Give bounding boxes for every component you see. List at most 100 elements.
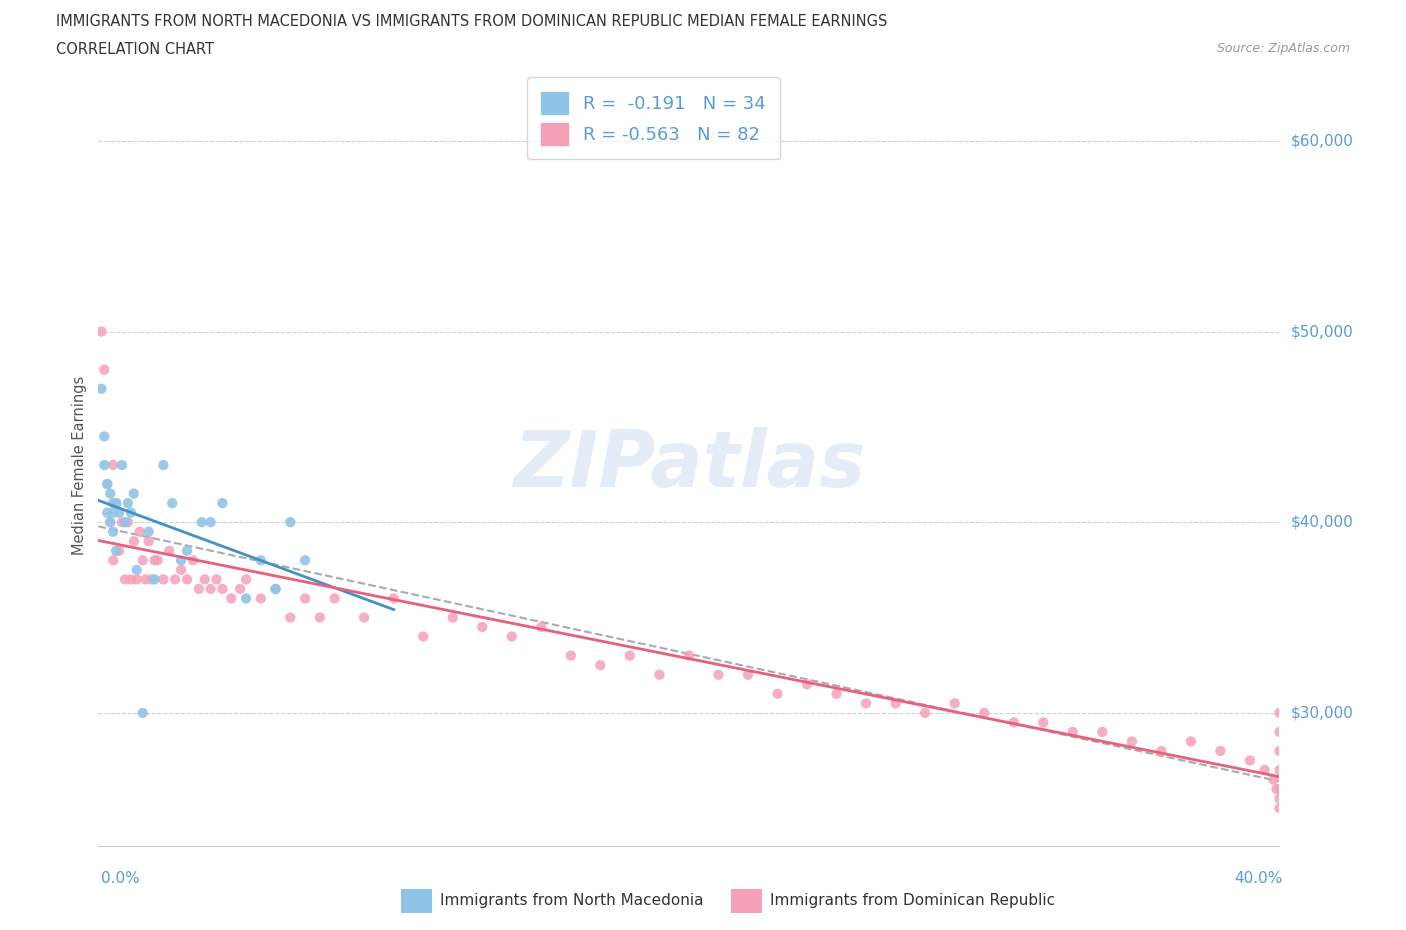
Point	[111, 458, 134, 472]
Point	[141, 572, 163, 587]
Point	[181, 552, 204, 567]
Point	[211, 581, 233, 596]
Point	[280, 610, 302, 625]
Text: $40,000: $40,000	[1291, 514, 1354, 530]
Point	[122, 534, 145, 549]
Point	[211, 496, 233, 511]
Point	[280, 515, 302, 530]
Point	[1062, 724, 1084, 739]
Legend: R =  -0.191   N = 34, R = -0.563   N = 82: R = -0.191 N = 34, R = -0.563 N = 82	[527, 77, 780, 159]
Text: Source: ZipAtlas.com: Source: ZipAtlas.com	[1216, 42, 1350, 55]
Text: $60,000: $60,000	[1291, 133, 1354, 149]
Point	[103, 496, 125, 511]
Point	[1239, 753, 1261, 768]
Point	[884, 696, 907, 711]
Point	[120, 572, 142, 587]
Text: IMMIGRANTS FROM NORTH MACEDONIA VS IMMIGRANTS FROM DOMINICAN REPUBLIC MEDIAN FEM: IMMIGRANTS FROM NORTH MACEDONIA VS IMMIG…	[56, 14, 887, 29]
Point	[96, 476, 118, 491]
Point	[235, 591, 257, 606]
Point	[250, 552, 273, 567]
Point	[294, 552, 316, 567]
Point	[589, 658, 612, 672]
Point	[200, 515, 222, 530]
Text: 0.0%: 0.0%	[101, 871, 141, 886]
Point	[1254, 763, 1277, 777]
Point	[108, 543, 131, 558]
Point	[105, 496, 128, 511]
Point	[98, 515, 121, 530]
Point	[1268, 744, 1291, 759]
Point	[105, 496, 128, 511]
Text: CORRELATION CHART: CORRELATION CHART	[56, 42, 214, 57]
Point	[191, 515, 214, 530]
Point	[138, 534, 160, 549]
Point	[103, 458, 125, 472]
Point	[146, 552, 169, 567]
Point	[264, 581, 287, 596]
Point	[135, 572, 157, 587]
Point	[96, 505, 118, 520]
Point	[90, 325, 112, 339]
Point	[1268, 706, 1291, 721]
Point	[98, 515, 121, 530]
Point	[93, 458, 115, 472]
Point	[111, 515, 134, 530]
Point	[943, 696, 966, 711]
Point	[264, 581, 287, 596]
Point	[1002, 715, 1025, 730]
Point	[1265, 781, 1288, 796]
Point	[96, 476, 118, 491]
Point	[973, 706, 995, 721]
Point	[221, 591, 243, 606]
Point	[170, 552, 193, 567]
Point	[122, 486, 145, 501]
Point	[1263, 772, 1285, 787]
Point	[1032, 715, 1054, 730]
Point	[382, 591, 405, 606]
Text: $30,000: $30,000	[1291, 705, 1354, 721]
Point	[309, 610, 332, 625]
Point	[205, 572, 228, 587]
Text: $50,000: $50,000	[1291, 324, 1354, 339]
Point	[648, 668, 671, 683]
Point	[1091, 724, 1114, 739]
Point	[766, 686, 789, 701]
Point	[176, 572, 198, 587]
Point	[165, 572, 187, 587]
Point	[825, 686, 848, 701]
Point	[143, 572, 166, 587]
Point	[176, 543, 198, 558]
Point	[152, 458, 174, 472]
Point	[128, 525, 150, 539]
Point	[707, 668, 730, 683]
Point	[125, 563, 148, 578]
Point	[294, 591, 316, 606]
Point	[530, 619, 553, 634]
Point	[152, 572, 174, 587]
Text: ZIPatlas: ZIPatlas	[513, 427, 865, 503]
Point	[108, 505, 131, 520]
Point	[132, 706, 155, 721]
Point	[501, 630, 523, 644]
Text: 40.0%: 40.0%	[1234, 871, 1282, 886]
Point	[1121, 734, 1143, 749]
Point	[560, 648, 582, 663]
Point	[796, 677, 818, 692]
Point	[143, 552, 166, 567]
Point	[105, 543, 128, 558]
Point	[323, 591, 346, 606]
Point	[114, 515, 136, 530]
Text: Immigrants from North Macedonia: Immigrants from North Macedonia	[440, 893, 703, 908]
Point	[98, 486, 121, 501]
Point	[229, 581, 252, 596]
Point	[737, 668, 759, 683]
Point	[170, 563, 193, 578]
Point	[93, 429, 115, 444]
Point	[103, 525, 125, 539]
Point	[250, 591, 273, 606]
Point	[132, 552, 155, 567]
Point	[914, 706, 936, 721]
Point	[117, 496, 139, 511]
Point	[1209, 744, 1232, 759]
Point	[187, 581, 209, 596]
